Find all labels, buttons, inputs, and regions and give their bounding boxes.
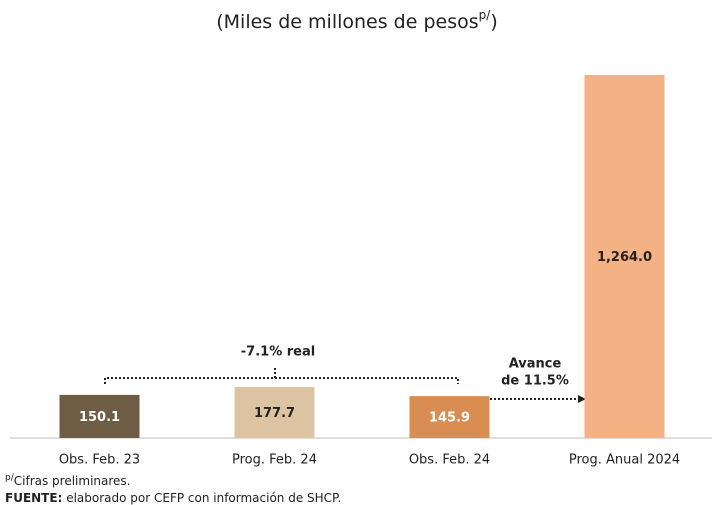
bar — [59, 394, 140, 438]
x-tick-label: Obs. Feb. 24 — [409, 453, 490, 468]
bar — [234, 386, 315, 438]
annotation: de 11.5% — [501, 374, 569, 389]
x-tick-label: Prog. Feb. 24 — [232, 453, 317, 468]
value-label: 150.1 — [79, 410, 120, 425]
source: FUENTE: elaborado por CEFP con informaci… — [5, 491, 341, 505]
x-tick-label: Obs. Feb. 23 — [59, 453, 140, 468]
chart-title: (Miles de millones de pesosp/) — [216, 8, 497, 33]
bar — [584, 75, 665, 438]
annotation: Avance — [509, 357, 562, 372]
arrow-head — [578, 395, 586, 403]
bar — [409, 396, 490, 438]
value-label: 1,264.0 — [597, 250, 652, 265]
annotation: -7.1% real — [241, 345, 315, 360]
footnote: p/Cifras preliminares. — [5, 473, 130, 488]
bracket — [104, 366, 459, 384]
value-label: 145.9 — [429, 411, 470, 426]
x-tick-label: Prog. Anual 2024 — [569, 453, 680, 468]
value-label: 177.7 — [254, 406, 295, 421]
